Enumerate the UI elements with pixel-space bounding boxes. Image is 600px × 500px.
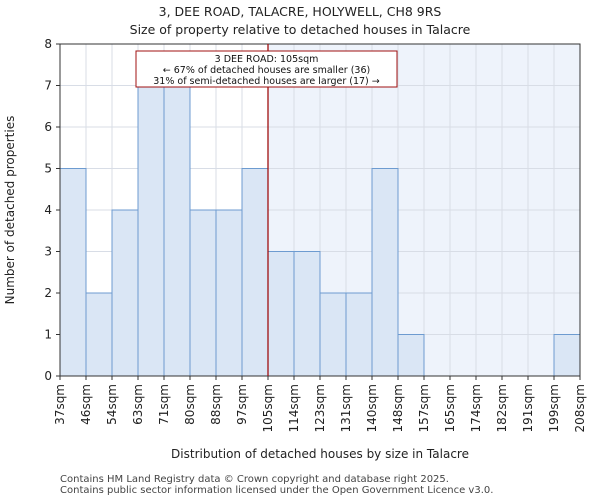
bar bbox=[59, 168, 87, 377]
x-tick-label: 182sqm bbox=[495, 384, 509, 432]
x-tick-label: 105sqm bbox=[261, 384, 275, 432]
x-tick-label: 46sqm bbox=[79, 384, 93, 425]
x-tick-label: 71sqm bbox=[157, 384, 171, 425]
y-tick-label: 1 bbox=[44, 328, 52, 342]
x-tick-label: 131sqm bbox=[339, 384, 353, 432]
x-tick-label: 88sqm bbox=[209, 384, 223, 425]
y-axis-label: Number of detached properties bbox=[3, 116, 17, 305]
chart-subtitle: Size of property relative to detached ho… bbox=[129, 22, 471, 37]
x-tick-label: 63sqm bbox=[131, 384, 145, 425]
annotation-line-1: 3 DEE ROAD: 105sqm bbox=[215, 54, 319, 65]
x-tick-label: 208sqm bbox=[573, 384, 587, 432]
bar bbox=[189, 209, 217, 377]
annotation-line-2: ← 67% of detached houses are smaller (36… bbox=[163, 65, 370, 76]
annotation-line-3: 31% of semi-detached houses are larger (… bbox=[153, 76, 380, 87]
x-tick-label: 157sqm bbox=[417, 384, 431, 432]
footer-line-1: Contains HM Land Registry data © Crown c… bbox=[60, 474, 449, 485]
bar bbox=[371, 168, 399, 377]
x-tick-label: 97sqm bbox=[235, 384, 249, 425]
chart-title: 3, DEE ROAD, TALACRE, HOLYWELL, CH8 9RS bbox=[158, 4, 442, 19]
bar bbox=[553, 334, 581, 377]
bar bbox=[137, 85, 165, 377]
y-tick-label: 3 bbox=[44, 245, 52, 259]
y-tick-label: 4 bbox=[44, 203, 52, 217]
x-tick-label: 165sqm bbox=[443, 384, 457, 432]
y-tick-label: 2 bbox=[44, 286, 52, 300]
bar bbox=[85, 292, 113, 377]
bar bbox=[345, 292, 373, 377]
x-tick-label: 174sqm bbox=[469, 384, 483, 432]
bar bbox=[215, 209, 243, 377]
bar bbox=[241, 168, 269, 377]
y-tick-label: 6 bbox=[44, 120, 52, 134]
bar bbox=[267, 251, 295, 377]
x-tick-label: 114sqm bbox=[287, 384, 301, 432]
x-tick-label: 37sqm bbox=[53, 384, 67, 425]
bar bbox=[293, 251, 321, 377]
bar bbox=[319, 292, 347, 377]
footer-line-2: Contains public sector information licen… bbox=[60, 485, 494, 496]
bar bbox=[397, 334, 425, 377]
bar bbox=[111, 209, 139, 377]
x-tick-label: 80sqm bbox=[183, 384, 197, 425]
y-tick-label: 7 bbox=[44, 79, 52, 93]
y-tick-label: 8 bbox=[44, 37, 52, 51]
x-tick-label: 199sqm bbox=[547, 384, 561, 432]
y-tick-label: 5 bbox=[44, 162, 52, 176]
y-tick-label: 0 bbox=[44, 369, 52, 383]
x-tick-label: 191sqm bbox=[521, 384, 535, 432]
x-tick-label: 140sqm bbox=[365, 384, 379, 432]
x-tick-label: 148sqm bbox=[391, 384, 405, 432]
x-tick-label: 54sqm bbox=[105, 384, 119, 425]
bar bbox=[163, 85, 191, 377]
x-axis-label: Distribution of detached houses by size … bbox=[171, 447, 469, 461]
annotation-box bbox=[135, 50, 398, 88]
x-tick-label: 123sqm bbox=[313, 384, 327, 432]
